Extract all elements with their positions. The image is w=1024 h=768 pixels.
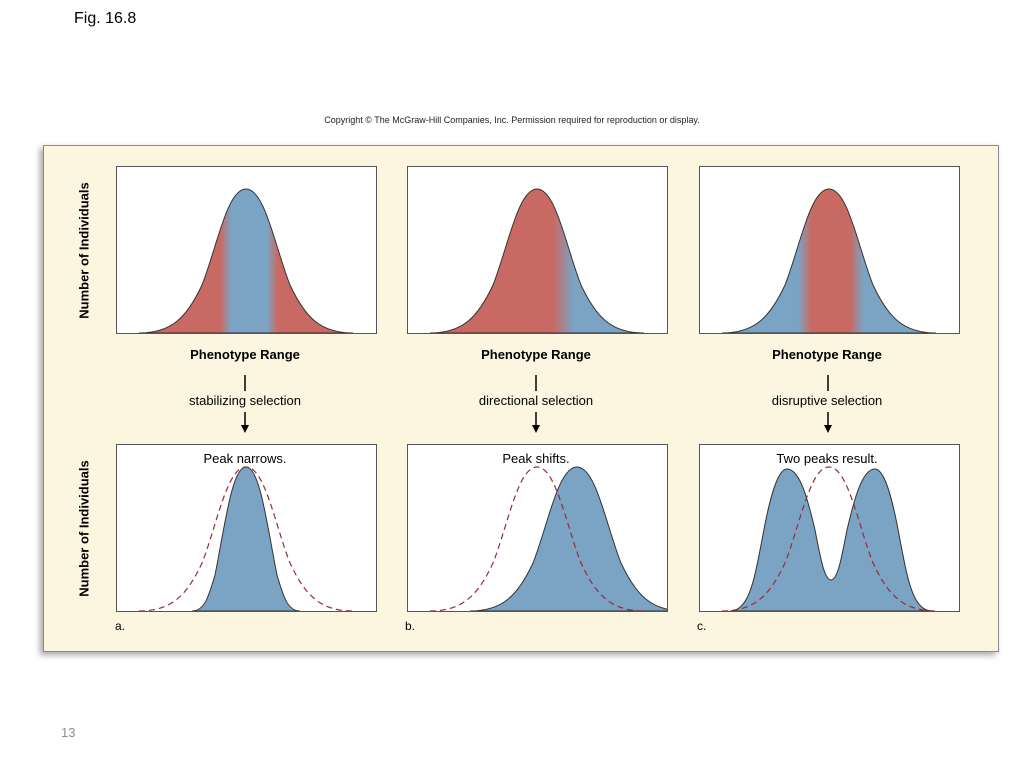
- top-plot-stabilizing: [116, 166, 377, 334]
- arrow-directional-top: [535, 375, 537, 391]
- selection-label-disruptive: disruptive selection: [771, 393, 883, 408]
- selection-label-directional: directional selection: [478, 393, 594, 408]
- panel-letter-c: c.: [697, 619, 707, 633]
- y-axis-label-bottom: Number of Individuals: [76, 460, 92, 597]
- panel-letter-b: b.: [405, 619, 416, 633]
- copyright-notice: Copyright © The McGraw-Hill Companies, I…: [324, 115, 700, 125]
- disruptive-initial-distribution: [721, 188, 937, 333]
- stabilizing-result-distribution: [138, 466, 354, 611]
- figure-panel: Number of Individuals Number of Individu…: [43, 145, 999, 652]
- panel-letter-a: a.: [115, 619, 126, 633]
- slide-title: Fig. 16.8: [74, 10, 137, 27]
- result-label-stabilizing: Peak narrows.: [203, 451, 287, 466]
- page-number: 13: [61, 725, 76, 740]
- selection-label-stabilizing: stabilizing selection: [188, 393, 301, 408]
- bottom-plot-stabilizing: [116, 444, 377, 612]
- top-plot-directional: [407, 166, 668, 334]
- arrow-disruptive-top: [827, 375, 829, 391]
- directional-result-distribution: [429, 466, 667, 611]
- arrow-disruptive-bottom: [824, 412, 832, 433]
- result-label-disruptive: Two peaks result.: [776, 451, 878, 466]
- stabilizing-initial-distribution: [138, 188, 354, 333]
- arrow-stabilizing-top: [244, 375, 246, 391]
- bottom-plot-disruptive: [699, 444, 960, 612]
- arrow-directional-bottom: [532, 412, 540, 433]
- directional-initial-distribution: [429, 188, 645, 333]
- x-axis-label-directional: Phenotype Range: [481, 347, 591, 362]
- arrow-stabilizing-bottom: [241, 412, 249, 433]
- x-axis-label-stabilizing: Phenotype Range: [190, 347, 300, 362]
- result-label-directional: Peak shifts.: [502, 451, 570, 466]
- y-axis-label-top: Number of Individuals: [76, 182, 92, 319]
- disruptive-result-distribution: [721, 466, 937, 611]
- bottom-plot-directional: [407, 444, 668, 612]
- top-plot-disruptive: [699, 166, 960, 334]
- x-axis-label-disruptive: Phenotype Range: [772, 347, 882, 362]
